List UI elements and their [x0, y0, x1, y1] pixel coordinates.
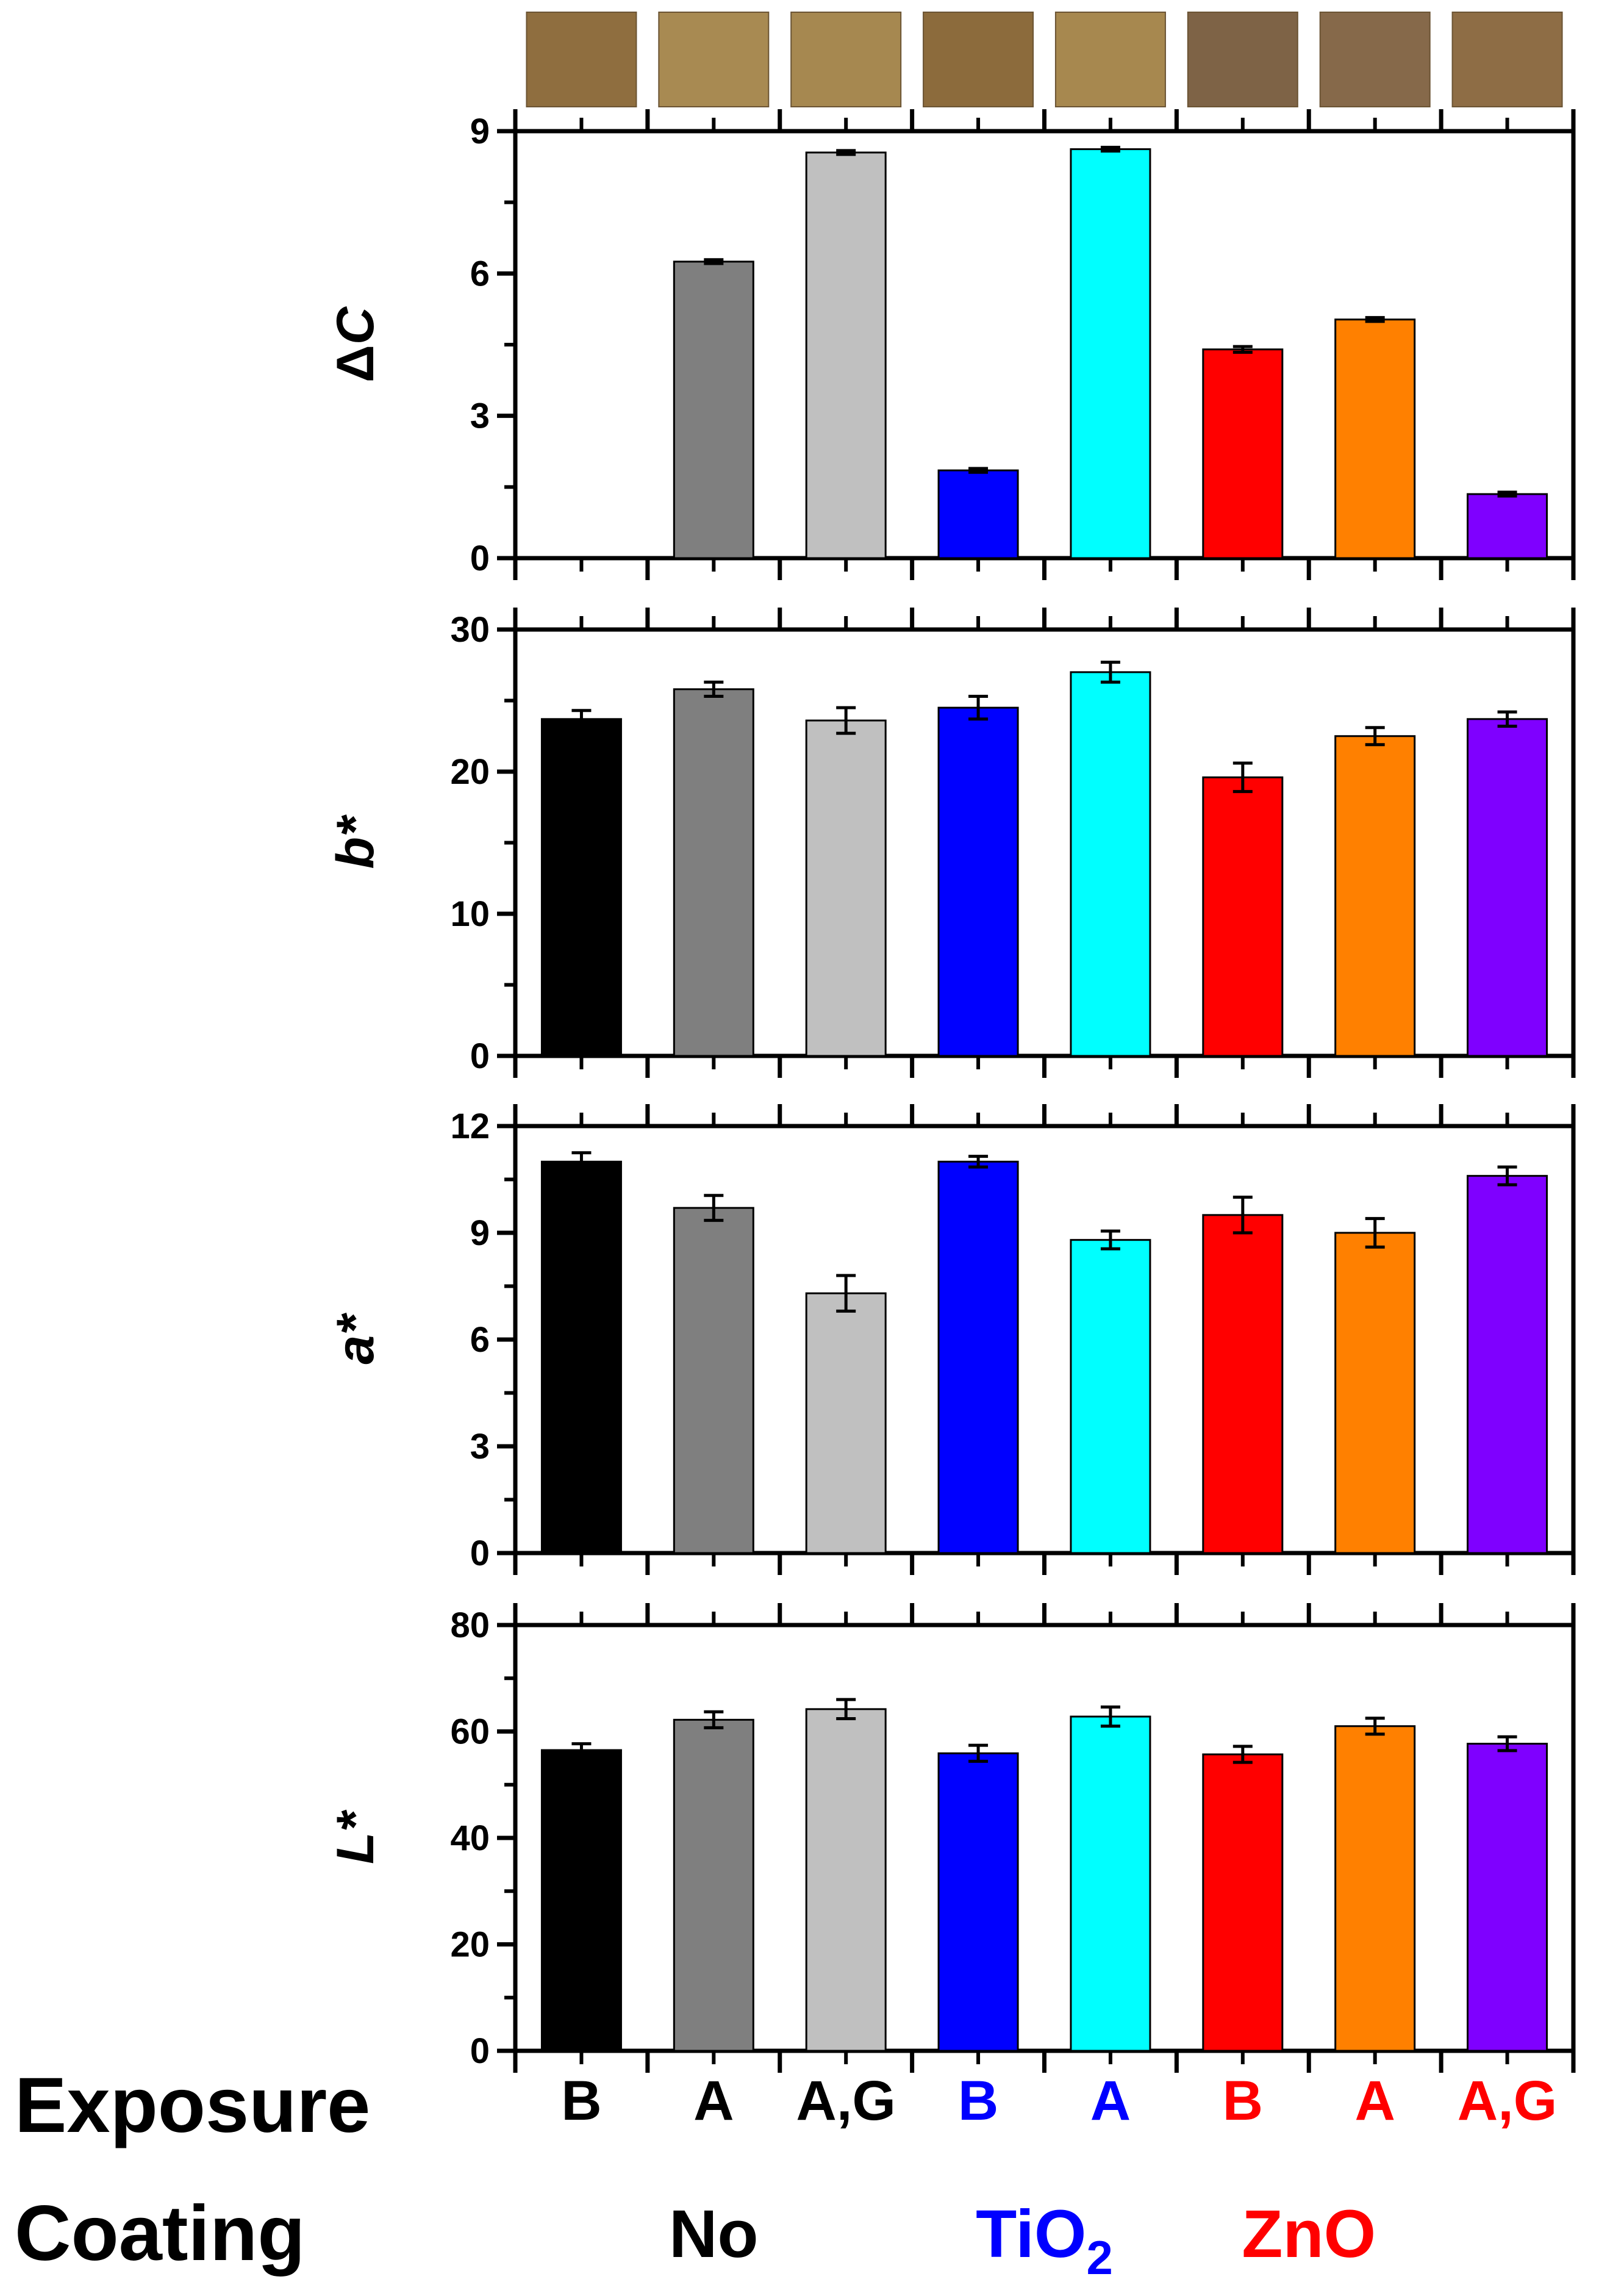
- bar: [673, 1718, 754, 2052]
- sample-swatch: [923, 12, 1034, 107]
- bar: [1334, 1232, 1416, 1554]
- exposure-row-label: Exposure: [15, 2062, 370, 2149]
- y-axis-label: a*: [326, 1313, 385, 1365]
- exposure-label: A: [693, 2070, 734, 2132]
- bar: [1070, 671, 1151, 1057]
- y-tick-label: 0: [470, 539, 490, 578]
- coating-label-text: TiO: [976, 2197, 1086, 2272]
- bar: [1467, 493, 1548, 559]
- exposure-label: A,G: [796, 2070, 896, 2132]
- y-tick-label: 30: [450, 610, 490, 650]
- bar: [673, 1207, 754, 1554]
- bar: [805, 1708, 887, 2052]
- chart-panel: 0 3 6 9 12 a*: [326, 1104, 1576, 1575]
- bar: [937, 706, 1019, 1057]
- chart-panel: 0 10 20 30 b*: [326, 608, 1576, 1078]
- y-tick-label: 20: [450, 752, 490, 792]
- chart-panel: 0 20 40 60 80 L*: [326, 1603, 1576, 2073]
- y-tick-label: 80: [450, 1606, 490, 1645]
- bar: [1334, 735, 1416, 1057]
- sample-swatch: [1054, 12, 1166, 107]
- exposure-label: A,G: [1458, 2070, 1558, 2132]
- y-tick-label: 0: [470, 2031, 490, 2071]
- y-axis-label: L*: [326, 1809, 385, 1864]
- exposure-label: B: [958, 2070, 998, 2132]
- bar: [1202, 1753, 1284, 2052]
- sample-swatch: [1451, 12, 1563, 107]
- bar: [1467, 718, 1548, 1057]
- y-tick-label: 40: [450, 1818, 490, 1858]
- y-axis-label: b*: [326, 814, 385, 869]
- bar: [1202, 348, 1284, 559]
- y-tick-label: 0: [470, 1036, 490, 1076]
- coating-label: No: [669, 2197, 759, 2272]
- bar: [1070, 148, 1151, 559]
- bar: [805, 1292, 887, 1554]
- coating-labels: No TiO2 ZnO: [669, 2197, 1376, 2282]
- y-tick-label: 0: [470, 1534, 490, 1573]
- sample-swatch: [790, 12, 902, 107]
- bar: [1334, 1725, 1416, 2052]
- bar: [1202, 1214, 1284, 1554]
- coating-label-text: ZnO: [1242, 2197, 1376, 2272]
- coating-label: TiO2: [976, 2197, 1113, 2282]
- coating-label-text: No: [669, 2197, 759, 2272]
- bar: [1070, 1715, 1151, 2052]
- exposure-label: B: [561, 2070, 601, 2132]
- coating-label: ZnO: [1242, 2197, 1376, 2272]
- exposure-label: A: [1090, 2070, 1131, 2132]
- y-tick-label: 3: [470, 396, 490, 436]
- y-tick-label: 60: [450, 1712, 490, 1752]
- bar: [937, 469, 1019, 559]
- y-axis-label: ΔC: [326, 306, 385, 382]
- y-tick-label: 20: [450, 1925, 490, 1965]
- y-axis-label-variable: C: [326, 306, 385, 345]
- bar: [1202, 776, 1284, 1057]
- y-axis-label-symbol: Δ: [326, 345, 385, 382]
- sample-swatch: [526, 12, 637, 107]
- exposure-label: A: [1354, 2070, 1395, 2132]
- sample-swatch: [1319, 12, 1431, 107]
- bar: [1467, 1743, 1548, 2052]
- exposure-label: B: [1223, 2070, 1263, 2132]
- bar: [673, 260, 754, 559]
- y-tick-label: 10: [450, 894, 490, 934]
- bar: [540, 1749, 622, 2052]
- y-tick-label: 9: [470, 1213, 490, 1253]
- y-tick-label: 9: [470, 112, 490, 151]
- sample-swatch: [1187, 12, 1298, 107]
- sample-swatch: [658, 12, 770, 107]
- y-tick-label: 6: [470, 254, 490, 293]
- y-tick-label: 6: [470, 1320, 490, 1360]
- bar: [673, 688, 754, 1057]
- bar: [805, 151, 887, 559]
- chart-panels: 0 3 6 9 ΔC 0 10 20 30 b* 0 3 6 9 12 a* 0 20 40 60 80 L*: [326, 109, 1576, 2073]
- bar: [937, 1752, 1019, 2052]
- y-tick-label: 12: [450, 1107, 490, 1146]
- bar: [937, 1160, 1019, 1554]
- bar: [540, 718, 622, 1057]
- chart-panel: 0 3 6 9 ΔC: [326, 109, 1576, 580]
- coating-label-subscript: 2: [1086, 2231, 1112, 2282]
- bar: [805, 719, 887, 1057]
- bar: [1334, 318, 1416, 559]
- y-tick-label: 3: [470, 1427, 490, 1466]
- sample-swatches: [526, 12, 1563, 107]
- bar: [1070, 1239, 1151, 1554]
- coating-row-label: Coating: [15, 2190, 305, 2277]
- exposure-labels: B A A,G B A B A A,G: [561, 2070, 1557, 2132]
- bar: [1467, 1175, 1548, 1554]
- bar: [540, 1160, 622, 1554]
